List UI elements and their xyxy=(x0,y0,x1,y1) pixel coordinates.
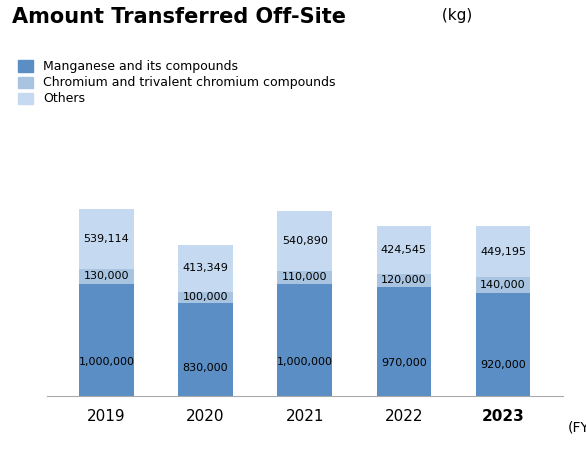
Text: 970,000: 970,000 xyxy=(381,358,427,368)
Legend: Manganese and its compounds, Chromium and trivalent chromium compounds, Others: Manganese and its compounds, Chromium an… xyxy=(18,60,335,105)
Text: 120,000: 120,000 xyxy=(381,275,427,285)
Bar xyxy=(178,245,233,292)
Bar xyxy=(79,269,134,284)
Bar xyxy=(178,303,233,396)
Bar xyxy=(79,208,134,269)
Text: 1,000,000: 1,000,000 xyxy=(79,357,134,367)
Text: 424,545: 424,545 xyxy=(381,245,427,255)
Text: 540,890: 540,890 xyxy=(282,236,328,246)
Bar xyxy=(377,226,431,274)
Bar xyxy=(178,292,233,303)
Text: 1,000,000: 1,000,000 xyxy=(277,357,333,367)
Bar xyxy=(377,287,431,396)
Bar xyxy=(277,211,332,271)
Text: 830,000: 830,000 xyxy=(183,363,229,373)
Bar xyxy=(476,226,530,277)
Text: (FY): (FY) xyxy=(568,420,586,434)
Text: 449,195: 449,195 xyxy=(480,247,526,256)
Text: 140,000: 140,000 xyxy=(481,280,526,290)
Bar xyxy=(277,284,332,396)
Bar xyxy=(79,284,134,396)
Text: 100,000: 100,000 xyxy=(183,292,229,302)
Bar xyxy=(377,274,431,287)
Text: Amount Transferred Off-Site: Amount Transferred Off-Site xyxy=(12,7,346,27)
Text: 920,000: 920,000 xyxy=(480,360,526,370)
Text: (kg): (kg) xyxy=(437,8,472,23)
Text: 110,000: 110,000 xyxy=(282,273,328,283)
Text: 539,114: 539,114 xyxy=(84,234,130,244)
Text: 130,000: 130,000 xyxy=(84,271,129,281)
Bar xyxy=(476,277,530,292)
Bar xyxy=(277,271,332,284)
Bar xyxy=(476,292,530,396)
Text: 413,349: 413,349 xyxy=(183,263,229,273)
